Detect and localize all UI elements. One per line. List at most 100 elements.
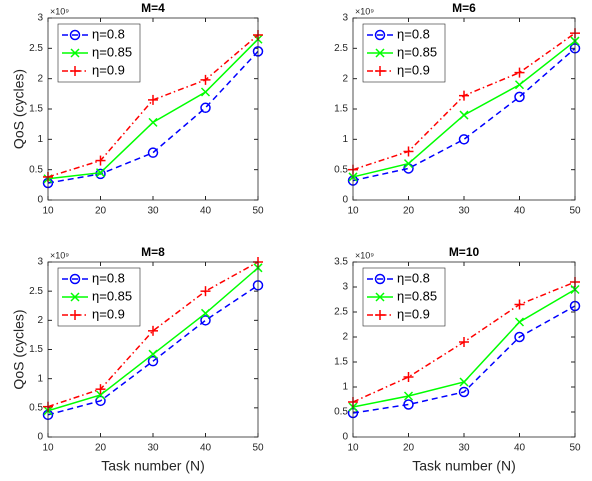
marker — [95, 395, 106, 407]
marker-shape — [200, 308, 211, 318]
axes-frame — [352, 261, 576, 438]
legend-label: η=0.8 — [397, 270, 430, 285]
axes-frame — [47, 17, 259, 201]
marker — [375, 66, 385, 76]
marker-shape — [69, 273, 81, 285]
marker-shape — [374, 29, 386, 41]
marker — [375, 310, 385, 320]
x-tick-label: 20 — [403, 443, 415, 454]
legend-label: η=0.8 — [92, 270, 125, 285]
marker — [514, 91, 525, 103]
y-tick-label: 0.5 — [29, 402, 43, 413]
legend-label: η=0.9 — [92, 306, 125, 321]
x-tick-label: 20 — [95, 443, 107, 454]
marker-shape — [514, 331, 525, 343]
marker — [147, 147, 159, 158]
x-tick-label: 50 — [569, 206, 581, 217]
y-tick-label: 0 — [342, 195, 348, 206]
y-tick-label: 3 — [342, 13, 348, 24]
x-tick-label: 20 — [95, 206, 107, 217]
marker — [514, 67, 525, 78]
y-tick-label: 1.5 — [334, 357, 348, 368]
marker — [148, 325, 158, 336]
x-tick-label: 10 — [347, 443, 359, 454]
series-line — [47, 261, 259, 408]
marker-shape — [459, 110, 469, 120]
marker-shape — [95, 395, 106, 407]
marker — [458, 386, 470, 398]
marker-shape — [458, 386, 470, 398]
y-tick-label: 1 — [342, 134, 348, 145]
x-tick-label: 40 — [514, 206, 526, 217]
x-tick-label: 40 — [200, 206, 212, 217]
y-tick-label: 1 — [37, 134, 43, 145]
marker-shape — [95, 168, 106, 178]
marker — [200, 87, 211, 97]
marker-shape — [403, 391, 414, 401]
marker — [147, 355, 159, 367]
y-tick-label: 2.5 — [334, 307, 348, 318]
x-tick-label: 50 — [569, 443, 581, 454]
marker — [514, 299, 525, 310]
legend-label: η=0.8 — [92, 26, 125, 41]
y-tick-label: 3 — [37, 257, 43, 268]
axes-frame — [352, 17, 576, 201]
marker — [403, 159, 414, 169]
marker — [70, 48, 80, 58]
y-tick-label: 3 — [342, 282, 348, 293]
marker-shape — [514, 80, 525, 90]
marker — [69, 29, 81, 41]
y-tick-label: 0 — [342, 432, 348, 443]
y-tick-label: 1 — [37, 373, 43, 384]
x-tick-label: 30 — [458, 206, 470, 217]
y-multiplier: ×10⁹ — [355, 250, 374, 260]
marker — [200, 286, 211, 297]
marker — [374, 273, 386, 285]
x-axis-label: Task number (N) — [412, 458, 515, 474]
y-tick-label: 1.5 — [29, 344, 43, 355]
y-tick-label: 2.5 — [29, 286, 43, 297]
marker — [374, 29, 386, 41]
y-tick-label: 3 — [37, 13, 43, 24]
y-tick-label: 0.5 — [334, 164, 348, 175]
y-tick-label: 2 — [37, 315, 43, 326]
legend-label: η=0.85 — [397, 44, 437, 59]
legend-label: η=0.85 — [92, 44, 132, 59]
legend-label: η=0.9 — [92, 62, 125, 77]
y-axis-label: QoS (cycles) — [11, 309, 27, 389]
marker — [458, 134, 470, 145]
marker — [95, 390, 106, 400]
chart-title: M=10 — [449, 245, 480, 259]
x-tick-label: 30 — [458, 443, 470, 454]
chart-title: M=8 — [141, 245, 165, 259]
y-tick-label: 2 — [37, 73, 43, 84]
y-axis-label: QoS (cycles) — [11, 69, 27, 149]
marker-shape — [147, 355, 159, 367]
marker — [403, 399, 414, 410]
marker — [70, 66, 80, 76]
chart-title: M=4 — [141, 1, 165, 15]
y-multiplier: ×10⁹ — [50, 6, 69, 16]
marker — [200, 102, 211, 114]
marker — [70, 292, 80, 302]
marker-shape — [200, 315, 211, 326]
marker-shape — [200, 102, 211, 114]
x-tick-label: 40 — [514, 443, 526, 454]
x-tick-label: 10 — [347, 206, 359, 217]
y-tick-label: 2.5 — [334, 43, 348, 54]
y-tick-label: 1 — [342, 382, 348, 393]
legend-label: η=0.85 — [92, 288, 132, 303]
marker — [375, 48, 385, 58]
y-tick-label: 0 — [37, 432, 43, 443]
marker-shape — [148, 117, 158, 127]
marker-shape — [375, 48, 385, 58]
marker — [459, 377, 469, 387]
marker-shape — [403, 399, 414, 410]
marker — [375, 292, 385, 302]
y-tick-label: 2.5 — [29, 43, 43, 54]
marker — [514, 317, 525, 327]
x-axis-label: Task number (N) — [101, 458, 204, 474]
marker — [200, 74, 211, 85]
y-multiplier: ×10⁹ — [50, 250, 69, 260]
series-line — [47, 50, 259, 184]
